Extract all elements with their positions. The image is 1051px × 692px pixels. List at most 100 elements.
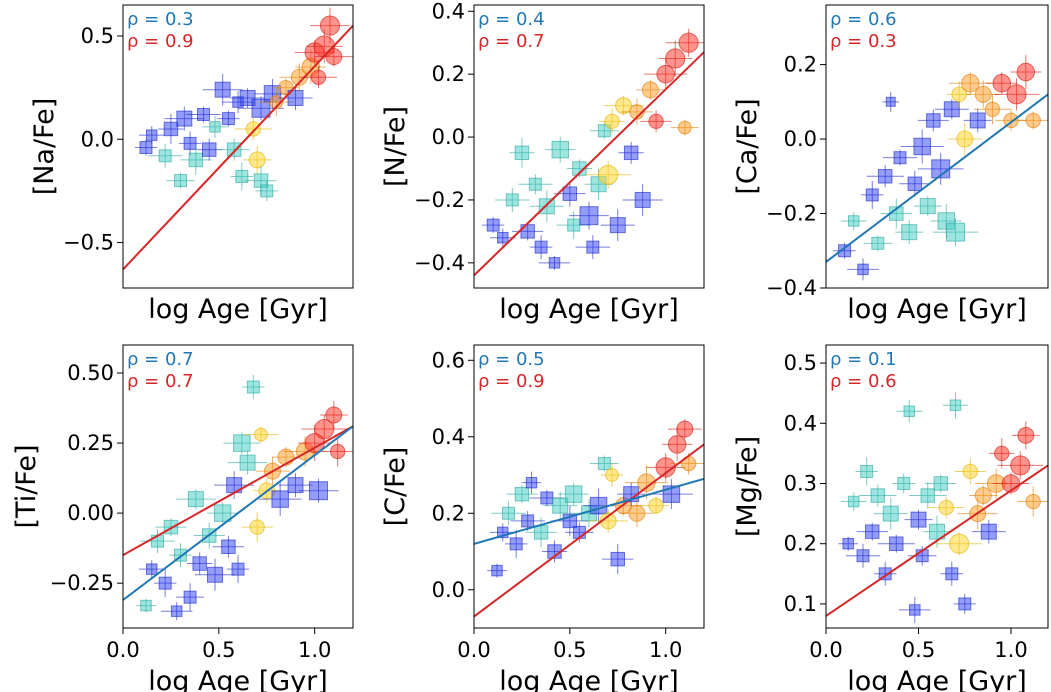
- rho-red-label: ρ = 0.3: [830, 31, 897, 52]
- x-axis-label: log Age [Gyr]: [148, 666, 328, 692]
- y-tick-label: 0.00: [67, 501, 114, 525]
- y-axis-label: [C/Fe]: [380, 447, 411, 527]
- rho-red-label: ρ = 0.9: [478, 371, 545, 392]
- x-tick-label: 0.0: [457, 638, 490, 662]
- x-tick-label: 1.0: [649, 638, 682, 662]
- data-point: [180, 144, 212, 175]
- data-point: [917, 109, 949, 132]
- data-point: [541, 540, 568, 563]
- data-point: [600, 209, 635, 242]
- data-point: [223, 432, 261, 455]
- data-point: [226, 555, 250, 584]
- blue-fit-line: [123, 425, 353, 601]
- data-point: [255, 180, 278, 201]
- y-tick-label: 0.5: [81, 24, 114, 48]
- data-point: [840, 211, 867, 230]
- y-tick-label: 0.2: [784, 532, 817, 556]
- data-point: [997, 451, 1044, 480]
- x-axis-label: log Age [Gyr]: [148, 294, 328, 325]
- data-point: [895, 220, 924, 245]
- rho-red-label: ρ = 0.6: [830, 371, 897, 392]
- data-point: [658, 40, 693, 77]
- subplot-4: −0.25 0.00 0.25 0.50 0.0 0.5 1.0 log Age [Gyr] […: [11, 344, 354, 692]
- data-point: [238, 96, 284, 121]
- y-axis-label: [N/Fe]: [380, 106, 411, 187]
- y-tick-label: 0.0: [784, 127, 817, 151]
- data-point: [202, 115, 228, 138]
- data-point: [973, 94, 1012, 125]
- data-point: [925, 474, 957, 493]
- data-point: [667, 419, 702, 440]
- data-point: [963, 108, 992, 133]
- data-point: [661, 427, 693, 462]
- data-point: [491, 501, 526, 526]
- data-point: [481, 217, 505, 234]
- data-point: [927, 496, 965, 519]
- data-point: [196, 138, 222, 161]
- y-tick-label: 0.6: [432, 348, 465, 372]
- data-point: [544, 136, 576, 163]
- data-point: [558, 483, 590, 506]
- data-point: [636, 79, 665, 100]
- y-axis-label: [Na/Fe]: [29, 98, 60, 196]
- data-point: [554, 180, 586, 207]
- plot-area: [474, 28, 704, 277]
- data-point: [230, 87, 265, 108]
- plot-area: [826, 392, 1048, 623]
- data-point: [202, 73, 243, 106]
- data-point: [866, 165, 904, 188]
- data-point: [227, 450, 268, 475]
- data-point: [510, 510, 545, 531]
- data-point: [322, 436, 353, 467]
- data-point: [147, 143, 183, 168]
- data-point: [529, 190, 564, 223]
- data-point: [840, 492, 867, 511]
- blue-fit-line: [474, 477, 704, 545]
- data-point: [861, 180, 884, 209]
- data-point: [665, 28, 704, 57]
- y-tick-label: 0.0: [432, 125, 465, 149]
- x-tick-label: 0.5: [202, 638, 235, 662]
- data-point: [600, 463, 624, 488]
- data-point: [896, 400, 923, 423]
- red-fit-line: [123, 24, 353, 271]
- data-point: [602, 544, 634, 575]
- data-point: [217, 110, 240, 127]
- rho-blue-label: ρ = 0.4: [478, 9, 545, 30]
- data-point: [986, 72, 1018, 95]
- data-point: [954, 458, 986, 485]
- data-point: [640, 110, 672, 133]
- y-tick-label: 0.3: [784, 471, 817, 495]
- data-point: [299, 66, 338, 89]
- y-tick-label: −0.2: [766, 202, 817, 226]
- data-point: [899, 170, 931, 197]
- data-point: [136, 598, 156, 613]
- x-tick-label: 1.0: [298, 638, 331, 662]
- data-point: [160, 602, 193, 621]
- data-point: [947, 123, 982, 156]
- data-point: [538, 255, 571, 270]
- data-point: [859, 484, 897, 507]
- data-point: [953, 593, 976, 614]
- data-point: [900, 129, 944, 164]
- data-point: [243, 426, 279, 443]
- data-point: [175, 489, 216, 510]
- data-point: [644, 59, 688, 90]
- data-point: [1017, 111, 1048, 130]
- data-point: [218, 138, 250, 161]
- x-tick-label: 0.0: [106, 638, 139, 662]
- data-point: [134, 139, 158, 156]
- data-point: [856, 522, 888, 541]
- subplot-5: 0.0 0.2 0.4 0.6 0.0 0.5 1.0 log Age [Gyr] [C/Fe]…: [380, 344, 705, 692]
- x-axis-label: log Age [Gyr]: [499, 666, 679, 692]
- x-tick-label: 0.0: [809, 638, 842, 662]
- data-point: [278, 473, 313, 498]
- data-point: [207, 502, 239, 525]
- data-point: [575, 235, 611, 260]
- axes-frame: [473, 4, 705, 289]
- data-point: [234, 117, 272, 140]
- data-point: [670, 119, 700, 136]
- data-point: [585, 160, 631, 189]
- data-point: [904, 509, 933, 530]
